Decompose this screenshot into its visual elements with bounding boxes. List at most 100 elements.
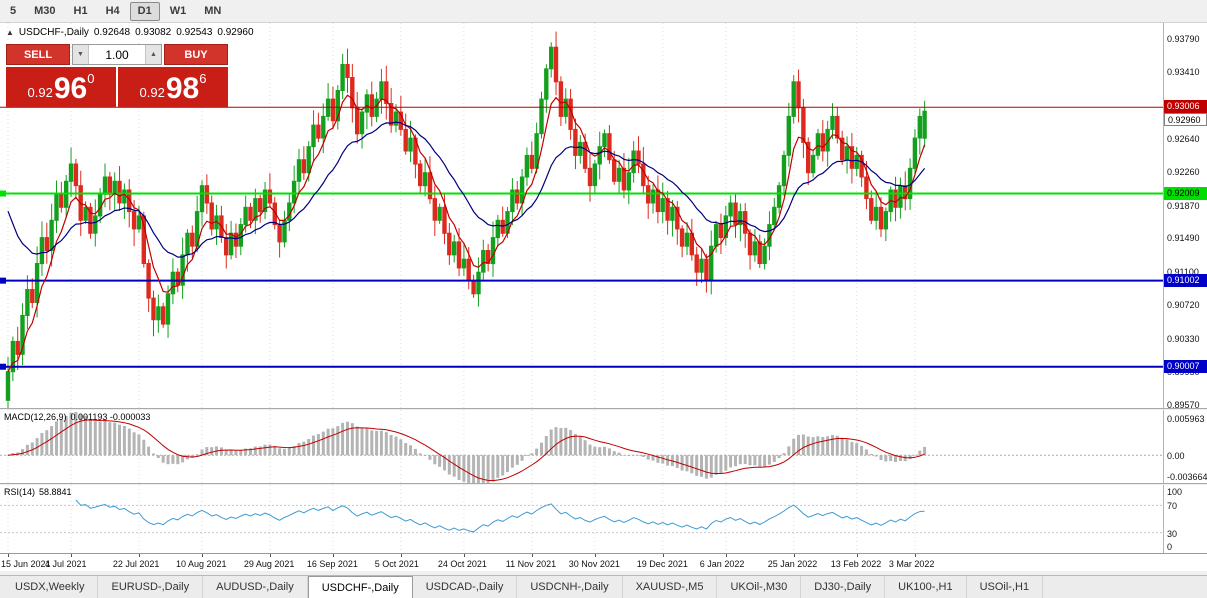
time-axis-label: 5 Oct 2021 — [374, 559, 419, 569]
sell-price-big-digits: 96 — [53, 72, 88, 105]
one-click-trading-panel: SELL ▼ 1.00 ▲ BUY 0.92 96 0 0.92 98 6 — [6, 44, 228, 107]
rsi-panel-canvas[interactable] — [0, 485, 1163, 553]
price-axis-label: 0.90720 — [1167, 300, 1200, 310]
price-axis-label: 0.92260 — [1167, 166, 1200, 177]
time-axis-tick — [793, 554, 795, 557]
time-axis-label: 4 Jul 2021 — [45, 559, 87, 569]
bid-price-marker: 0.92960 — [1164, 113, 1207, 127]
macd-axis-max: 0.005963 — [1167, 414, 1205, 424]
panel-splitter-rsi[interactable] — [0, 483, 1207, 485]
time-axis-label: 15 Jun 2021 — [1, 559, 51, 569]
time-axis-tick — [8, 554, 9, 557]
timeframe-button-5[interactable]: 5 — [10, 4, 17, 17]
panel-splitter-macd[interactable] — [0, 408, 1207, 410]
time-axis-tick — [400, 554, 402, 557]
time-axis-label: 13 Feb 2022 — [830, 559, 882, 569]
rsi-axis-100: 100 — [1167, 487, 1183, 497]
rsi-axis-30: 30 — [1167, 528, 1178, 539]
time-axis-label: 29 Aug 2021 — [243, 559, 295, 569]
chart-tab-audusd-daily[interactable]: AUDUSD-,Daily — [203, 576, 308, 598]
price-axis-label: 0.90330 — [1167, 333, 1200, 344]
price-axis-label: 0.93790 — [1167, 34, 1200, 45]
symbol-title: USDCHF-,Daily — [18, 27, 89, 38]
ohlc-low: 0.92543 — [176, 27, 213, 38]
time-axis-label: 11 Nov 2021 — [505, 559, 557, 569]
chart-tab-ukoil-m30[interactable]: UKOil-,M30 — [717, 576, 802, 598]
chart-tab-uk100-h1[interactable]: UK100-,H1 — [885, 576, 967, 598]
chart-tab-usdcad-daily[interactable]: USDCAD-,Daily — [413, 576, 518, 598]
rsi-axis-70: 70 — [1167, 501, 1178, 512]
price-axis-label: 0.92640 — [1167, 133, 1200, 144]
chart-tab-usdchf-daily[interactable]: USDCHF-,Daily — [307, 576, 413, 598]
timeframe-button-w1[interactable]: W1 — [169, 4, 187, 17]
macd-axis-zero: 0.00 — [1167, 451, 1185, 462]
macd-name: MACD(12,26,9) — [4, 412, 67, 422]
buy-button[interactable]: BUY — [164, 44, 228, 65]
price-chart-canvas[interactable] — [0, 23, 1163, 408]
price-marker-0.90007: 0.90007 — [1164, 359, 1207, 373]
price-axis-label: 0.89570 — [1167, 399, 1200, 410]
buy-price-pipette: 6 — [199, 71, 207, 86]
price-marker-0.93006: 0.93006 — [1164, 100, 1207, 114]
price-axis-label: 0.91870 — [1167, 200, 1200, 211]
buy-price-button[interactable]: 0.92 98 6 — [118, 67, 228, 107]
time-axis-label: 24 Oct 2021 — [437, 559, 487, 569]
chart-tab-dj30-daily[interactable]: DJ30-,Daily — [801, 576, 886, 598]
price-axis-label: 0.91100 — [1167, 267, 1199, 278]
macd-axis-min: -0.003664 — [1167, 472, 1207, 482]
buy-price-prefix: 0.92 — [139, 85, 165, 100]
time-axis-tick — [725, 554, 727, 557]
chart-tab-usdcnh-daily[interactable]: USDCNH-,Daily — [517, 576, 623, 598]
rsi-indicator-label: RSI(14) 58.8841 — [4, 487, 76, 497]
timeframe-button-m30[interactable]: M30 — [34, 4, 56, 17]
sell-price-button[interactable]: 0.92 96 0 — [6, 67, 116, 107]
timeframe-toolbar: 5 M30 H1 H4 D1 W1 MN — [0, 0, 1207, 23]
chart-tab-xauusd-m5[interactable]: XAUUSD-,M5 — [623, 576, 718, 598]
chart-tab-eurusd-daily[interactable]: EURUSD-,Daily — [98, 576, 204, 598]
volume-decrement-button[interactable]: ▼ — [73, 45, 89, 64]
time-axis-tick — [914, 554, 916, 557]
time-axis-tick — [202, 554, 203, 557]
time-axis-label: 22 Jul 2021 — [112, 559, 160, 569]
volume-stepper: ▼ 1.00 ▲ — [72, 44, 162, 65]
volume-input[interactable]: 1.00 — [105, 47, 129, 62]
price-axis-label: 0.93410 — [1167, 67, 1200, 78]
time-axis[interactable]: 15 Jun 2021 4 Jul 2021 22 Jul 2021 10 Aug 2… — [0, 553, 1207, 571]
macd-values: 0.001193 -0.000033 — [70, 412, 151, 422]
collapse-panel-icon[interactable]: ▲ — [6, 28, 14, 37]
buy-price-big-digits: 98 — [165, 72, 200, 105]
status-strip — [0, 571, 1207, 575]
time-axis-tick — [856, 554, 858, 557]
sell-button[interactable]: SELL — [6, 44, 70, 65]
time-axis-tick — [531, 554, 533, 557]
price-axis[interactable]: 0.937900.934100.930300.926400.922600.918… — [1163, 23, 1207, 571]
volume-increment-button[interactable]: ▲ — [145, 45, 161, 64]
time-axis-label: 16 Sep 2021 — [306, 559, 358, 569]
time-axis-tick — [269, 554, 271, 557]
time-axis-label: 25 Jan 2022 — [767, 559, 818, 569]
time-axis-tick — [332, 554, 334, 557]
time-axis-tick — [138, 554, 140, 557]
sell-price-prefix: 0.92 — [27, 85, 53, 100]
sell-price-pipette: 0 — [87, 71, 95, 86]
chart-tab-usoil-h1[interactable]: USOil-,H1 — [967, 576, 1044, 598]
price-marker-0.91002: 0.91002 — [1164, 273, 1207, 287]
rsi-value: 58.8841 — [39, 487, 72, 497]
ohlc-header: ▲ USDCHF-,Daily 0.92648 0.93082 0.92543 … — [6, 27, 254, 38]
rsi-axis-0: 0 — [1167, 542, 1173, 552]
ohlc-high: 0.93082 — [135, 27, 172, 38]
timeframe-button-d1[interactable]: D1 — [129, 1, 160, 21]
chart-tab-usdx-weekly[interactable]: USDX,Weekly — [2, 576, 99, 598]
timeframe-button-h1[interactable]: H1 — [73, 4, 88, 17]
ohlc-close: 0.92960 — [217, 27, 254, 38]
ohlc-open: 0.92648 — [93, 27, 131, 38]
time-axis-label: 10 Aug 2021 — [176, 559, 227, 569]
price-axis-label: 0.91490 — [1167, 233, 1200, 244]
timeframe-button-mn[interactable]: MN — [204, 4, 222, 17]
time-axis-tick — [71, 554, 72, 557]
timeframe-button-h4[interactable]: H4 — [105, 4, 120, 17]
time-axis-label: 30 Nov 2021 — [568, 559, 620, 569]
time-axis-label: 6 Jan 2022 — [699, 559, 745, 569]
macd-panel-canvas[interactable] — [0, 410, 1163, 483]
time-axis-tick — [662, 554, 664, 557]
